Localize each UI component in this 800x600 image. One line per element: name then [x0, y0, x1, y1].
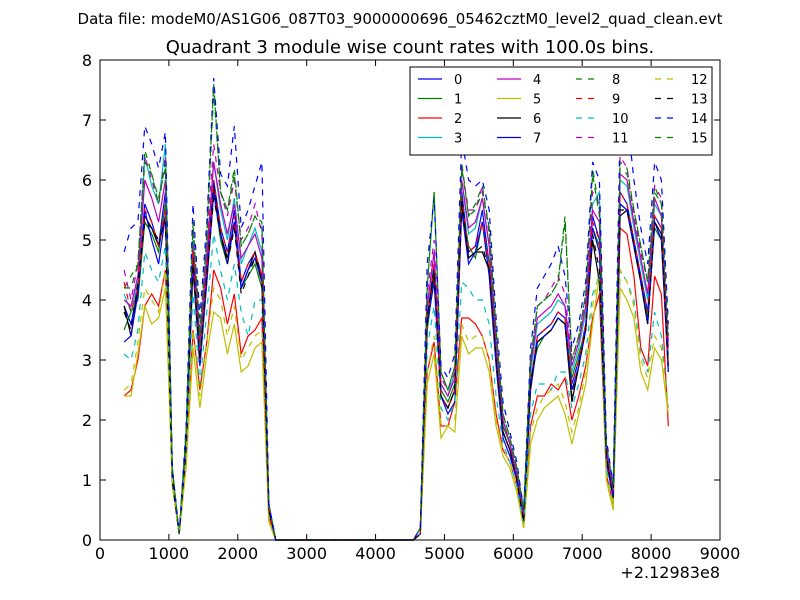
series-line-9: [123, 179, 669, 541]
legend-label-10: 10: [612, 112, 629, 127]
figure-suptitle: Data file: modeM0/AS1G06_087T03_90000006…: [78, 10, 723, 29]
axis-ticks: 0 1000 2000 3000 4000 5000 6000 7000 8000 9000012…: [82, 51, 741, 563]
y-tick-label: 1: [82, 471, 92, 490]
legend-box: [409, 66, 713, 156]
series-line-13: [123, 197, 669, 541]
x-tick-label: 8000: [631, 544, 672, 563]
y-tick-label: 6: [82, 171, 92, 190]
plot-lines: [123, 77, 669, 541]
x-tick-label: 2000: [217, 544, 258, 563]
x-tick-label: 4000: [355, 544, 396, 563]
x-tick-label: 3000: [286, 544, 327, 563]
legend-label-0: 0: [454, 73, 462, 88]
x-tick-label: 6000: [493, 544, 534, 563]
series-line-11: [123, 143, 669, 541]
legend-label-13: 13: [691, 93, 708, 108]
legend-label-11: 11: [612, 132, 629, 147]
x-tick-label: 1000: [149, 544, 190, 563]
legend-label-1: 1: [454, 93, 462, 108]
legend-label-3: 3: [454, 132, 462, 147]
x-offset-label: +2.12983e8: [620, 563, 720, 582]
legend-label-4: 4: [533, 73, 541, 88]
y-tick-label: 0: [82, 531, 92, 550]
y-tick-label: 2: [82, 411, 92, 430]
legend-label-12: 12: [691, 73, 708, 88]
y-tick-label: 8: [82, 51, 92, 70]
legend-label-14: 14: [691, 112, 708, 127]
legend-label-15: 15: [691, 132, 708, 147]
y-tick-label: 5: [82, 231, 92, 250]
legend-label-7: 7: [533, 132, 541, 147]
x-tick-label: 9000: [700, 544, 741, 563]
x-tick-label: 7000: [562, 544, 603, 563]
series-line-15: [124, 83, 669, 541]
chart-title: Quadrant 3 module wise count rates with …: [166, 37, 655, 58]
y-tick-label: 3: [82, 351, 92, 370]
y-tick-label: 4: [82, 291, 92, 310]
legend-label-2: 2: [454, 112, 462, 127]
legend-label-9: 9: [612, 93, 620, 108]
legend-label-6: 6: [533, 112, 541, 127]
x-tick-label: 5000: [424, 544, 465, 563]
legend-label-8: 8: [612, 73, 620, 88]
series-line-5: [124, 275, 669, 541]
legend-label-5: 5: [533, 93, 541, 108]
x-tick-label: 0: [95, 544, 105, 563]
y-tick-label: 7: [82, 111, 92, 130]
